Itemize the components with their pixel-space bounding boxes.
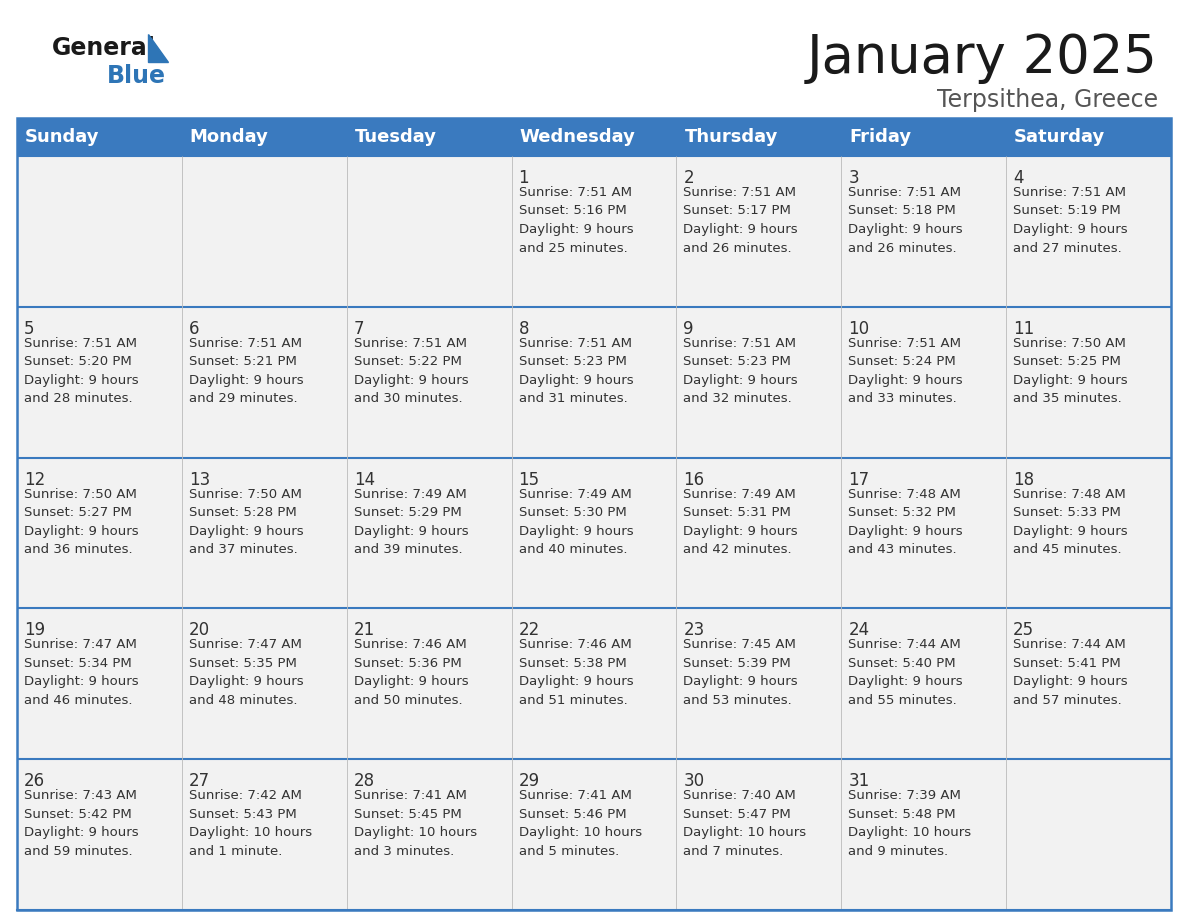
Text: Sunrise: 7:46 AM
Sunset: 5:36 PM
Daylight: 9 hours
and 50 minutes.: Sunrise: 7:46 AM Sunset: 5:36 PM Dayligh… [354,638,468,707]
Text: Sunrise: 7:51 AM
Sunset: 5:17 PM
Daylight: 9 hours
and 26 minutes.: Sunrise: 7:51 AM Sunset: 5:17 PM Dayligh… [683,186,798,254]
Text: Sunday: Sunday [25,128,100,146]
Bar [17,118,1171,156]
Text: Sunrise: 7:51 AM
Sunset: 5:21 PM
Daylight: 9 hours
and 29 minutes.: Sunrise: 7:51 AM Sunset: 5:21 PM Dayligh… [189,337,303,406]
Text: 24: 24 [848,621,870,640]
Text: 2: 2 [683,169,694,187]
Text: Sunrise: 7:41 AM
Sunset: 5:45 PM
Daylight: 10 hours
and 3 minutes.: Sunrise: 7:41 AM Sunset: 5:45 PM Dayligh… [354,789,476,857]
Text: 6: 6 [189,319,200,338]
Text: Monday: Monday [190,128,268,146]
Text: 29: 29 [519,772,539,790]
Text: Sunrise: 7:51 AM
Sunset: 5:24 PM
Daylight: 9 hours
and 33 minutes.: Sunrise: 7:51 AM Sunset: 5:24 PM Dayligh… [848,337,963,406]
Text: Sunrise: 7:44 AM
Sunset: 5:41 PM
Daylight: 9 hours
and 57 minutes.: Sunrise: 7:44 AM Sunset: 5:41 PM Dayligh… [1013,638,1127,707]
Text: Sunrise: 7:51 AM
Sunset: 5:23 PM
Daylight: 9 hours
and 31 minutes.: Sunrise: 7:51 AM Sunset: 5:23 PM Dayligh… [519,337,633,406]
Text: Terpsithea, Greece: Terpsithea, Greece [937,88,1158,112]
Text: 15: 15 [519,471,539,488]
Text: 18: 18 [1013,471,1035,488]
Text: Sunrise: 7:39 AM
Sunset: 5:48 PM
Daylight: 10 hours
and 9 minutes.: Sunrise: 7:39 AM Sunset: 5:48 PM Dayligh… [848,789,972,857]
Text: Blue: Blue [107,64,166,88]
Text: 30: 30 [683,772,704,790]
Text: 28: 28 [354,772,375,790]
Text: Sunrise: 7:49 AM
Sunset: 5:30 PM
Daylight: 9 hours
and 40 minutes.: Sunrise: 7:49 AM Sunset: 5:30 PM Dayligh… [519,487,633,556]
Text: Sunrise: 7:40 AM
Sunset: 5:47 PM
Daylight: 10 hours
and 7 minutes.: Sunrise: 7:40 AM Sunset: 5:47 PM Dayligh… [683,789,807,857]
Text: 16: 16 [683,471,704,488]
Text: 9: 9 [683,319,694,338]
Text: 3: 3 [848,169,859,187]
Text: Sunrise: 7:46 AM
Sunset: 5:38 PM
Daylight: 9 hours
and 51 minutes.: Sunrise: 7:46 AM Sunset: 5:38 PM Dayligh… [519,638,633,707]
Text: Sunrise: 7:51 AM
Sunset: 5:19 PM
Daylight: 9 hours
and 27 minutes.: Sunrise: 7:51 AM Sunset: 5:19 PM Dayligh… [1013,186,1127,254]
Text: Sunrise: 7:42 AM
Sunset: 5:43 PM
Daylight: 10 hours
and 1 minute.: Sunrise: 7:42 AM Sunset: 5:43 PM Dayligh… [189,789,312,857]
Text: 27: 27 [189,772,210,790]
Text: 4: 4 [1013,169,1024,187]
Text: Sunrise: 7:50 AM
Sunset: 5:28 PM
Daylight: 9 hours
and 37 minutes.: Sunrise: 7:50 AM Sunset: 5:28 PM Dayligh… [189,487,303,556]
Text: Sunrise: 7:51 AM
Sunset: 5:16 PM
Daylight: 9 hours
and 25 minutes.: Sunrise: 7:51 AM Sunset: 5:16 PM Dayligh… [519,186,633,254]
Text: 19: 19 [24,621,45,640]
Text: January 2025: January 2025 [807,32,1158,84]
Text: Sunrise: 7:43 AM
Sunset: 5:42 PM
Daylight: 9 hours
and 59 minutes.: Sunrise: 7:43 AM Sunset: 5:42 PM Dayligh… [24,789,139,857]
Text: Sunrise: 7:48 AM
Sunset: 5:33 PM
Daylight: 9 hours
and 45 minutes.: Sunrise: 7:48 AM Sunset: 5:33 PM Dayligh… [1013,487,1127,556]
Text: 11: 11 [1013,319,1035,338]
Text: Sunrise: 7:51 AM
Sunset: 5:23 PM
Daylight: 9 hours
and 32 minutes.: Sunrise: 7:51 AM Sunset: 5:23 PM Dayligh… [683,337,798,406]
Text: Friday: Friday [849,128,911,146]
Text: 23: 23 [683,621,704,640]
Text: Sunrise: 7:45 AM
Sunset: 5:39 PM
Daylight: 9 hours
and 53 minutes.: Sunrise: 7:45 AM Sunset: 5:39 PM Dayligh… [683,638,798,707]
Bar [17,609,1171,759]
Text: 31: 31 [848,772,870,790]
Text: Sunrise: 7:41 AM
Sunset: 5:46 PM
Daylight: 10 hours
and 5 minutes.: Sunrise: 7:41 AM Sunset: 5:46 PM Dayligh… [519,789,642,857]
Text: General: General [52,36,156,60]
Text: Sunrise: 7:44 AM
Sunset: 5:40 PM
Daylight: 9 hours
and 55 minutes.: Sunrise: 7:44 AM Sunset: 5:40 PM Dayligh… [848,638,963,707]
Text: 22: 22 [519,621,539,640]
Text: Sunrise: 7:51 AM
Sunset: 5:20 PM
Daylight: 9 hours
and 28 minutes.: Sunrise: 7:51 AM Sunset: 5:20 PM Dayligh… [24,337,139,406]
Bar [17,307,1171,457]
Text: Saturday: Saturday [1015,128,1105,146]
Text: 14: 14 [354,471,375,488]
Text: Wednesday: Wednesday [519,128,636,146]
Text: 17: 17 [848,471,870,488]
Text: Sunrise: 7:48 AM
Sunset: 5:32 PM
Daylight: 9 hours
and 43 minutes.: Sunrise: 7:48 AM Sunset: 5:32 PM Dayligh… [848,487,963,556]
Text: 10: 10 [848,319,870,338]
Text: 5: 5 [24,319,34,338]
Text: Thursday: Thursday [684,128,778,146]
Text: Sunrise: 7:51 AM
Sunset: 5:22 PM
Daylight: 9 hours
and 30 minutes.: Sunrise: 7:51 AM Sunset: 5:22 PM Dayligh… [354,337,468,406]
Bar [17,759,1171,910]
Text: Sunrise: 7:49 AM
Sunset: 5:31 PM
Daylight: 9 hours
and 42 minutes.: Sunrise: 7:49 AM Sunset: 5:31 PM Dayligh… [683,487,798,556]
Text: Sunrise: 7:51 AM
Sunset: 5:18 PM
Daylight: 9 hours
and 26 minutes.: Sunrise: 7:51 AM Sunset: 5:18 PM Dayligh… [848,186,963,254]
Text: 7: 7 [354,319,365,338]
Text: 20: 20 [189,621,210,640]
Text: 25: 25 [1013,621,1035,640]
Text: 13: 13 [189,471,210,488]
Bar [17,156,1171,307]
Text: 12: 12 [24,471,45,488]
Text: 21: 21 [354,621,375,640]
Text: 1: 1 [519,169,529,187]
Text: 26: 26 [24,772,45,790]
Bar [17,118,1171,910]
Text: Sunrise: 7:49 AM
Sunset: 5:29 PM
Daylight: 9 hours
and 39 minutes.: Sunrise: 7:49 AM Sunset: 5:29 PM Dayligh… [354,487,468,556]
Text: Tuesday: Tuesday [355,128,437,146]
Text: Sunrise: 7:47 AM
Sunset: 5:35 PM
Daylight: 9 hours
and 48 minutes.: Sunrise: 7:47 AM Sunset: 5:35 PM Dayligh… [189,638,303,707]
Bar [17,457,1171,609]
Polygon shape [148,34,168,62]
Text: Sunrise: 7:47 AM
Sunset: 5:34 PM
Daylight: 9 hours
and 46 minutes.: Sunrise: 7:47 AM Sunset: 5:34 PM Dayligh… [24,638,139,707]
Text: Sunrise: 7:50 AM
Sunset: 5:25 PM
Daylight: 9 hours
and 35 minutes.: Sunrise: 7:50 AM Sunset: 5:25 PM Dayligh… [1013,337,1127,406]
Text: Sunrise: 7:50 AM
Sunset: 5:27 PM
Daylight: 9 hours
and 36 minutes.: Sunrise: 7:50 AM Sunset: 5:27 PM Dayligh… [24,487,139,556]
Text: 8: 8 [519,319,529,338]
